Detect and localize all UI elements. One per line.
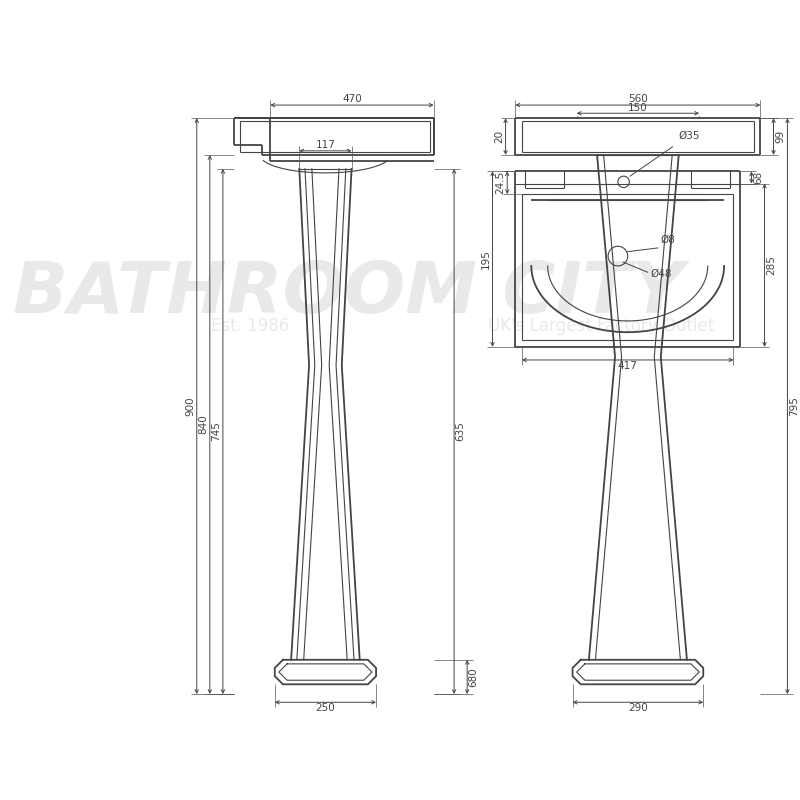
- Text: 635: 635: [456, 422, 466, 442]
- Text: Ø35: Ø35: [678, 131, 700, 141]
- Text: 680: 680: [469, 667, 478, 687]
- Text: BATHROOM CITY: BATHROOM CITY: [13, 259, 683, 328]
- Text: Ø48: Ø48: [650, 269, 672, 279]
- Text: 560: 560: [628, 94, 648, 104]
- Text: 745: 745: [211, 422, 222, 442]
- Text: 150: 150: [628, 102, 648, 113]
- Text: 285: 285: [766, 255, 776, 275]
- Text: 290: 290: [628, 703, 648, 713]
- Text: 195: 195: [481, 249, 491, 269]
- Text: 417: 417: [618, 361, 638, 370]
- Text: UK's Largest Factory Outlet: UK's Largest Factory Outlet: [488, 318, 714, 335]
- Text: Ø8: Ø8: [660, 234, 675, 245]
- Text: 68: 68: [753, 170, 763, 184]
- Text: 250: 250: [315, 703, 335, 713]
- Text: 795: 795: [789, 396, 799, 416]
- Text: 117: 117: [315, 140, 335, 150]
- Text: 840: 840: [198, 414, 208, 434]
- Text: 99: 99: [775, 130, 785, 143]
- Text: 470: 470: [342, 94, 362, 104]
- Text: 24.5: 24.5: [496, 171, 506, 194]
- Text: 900: 900: [186, 396, 195, 416]
- Text: Est. 1986: Est. 1986: [210, 318, 289, 335]
- Text: 20: 20: [494, 130, 504, 143]
